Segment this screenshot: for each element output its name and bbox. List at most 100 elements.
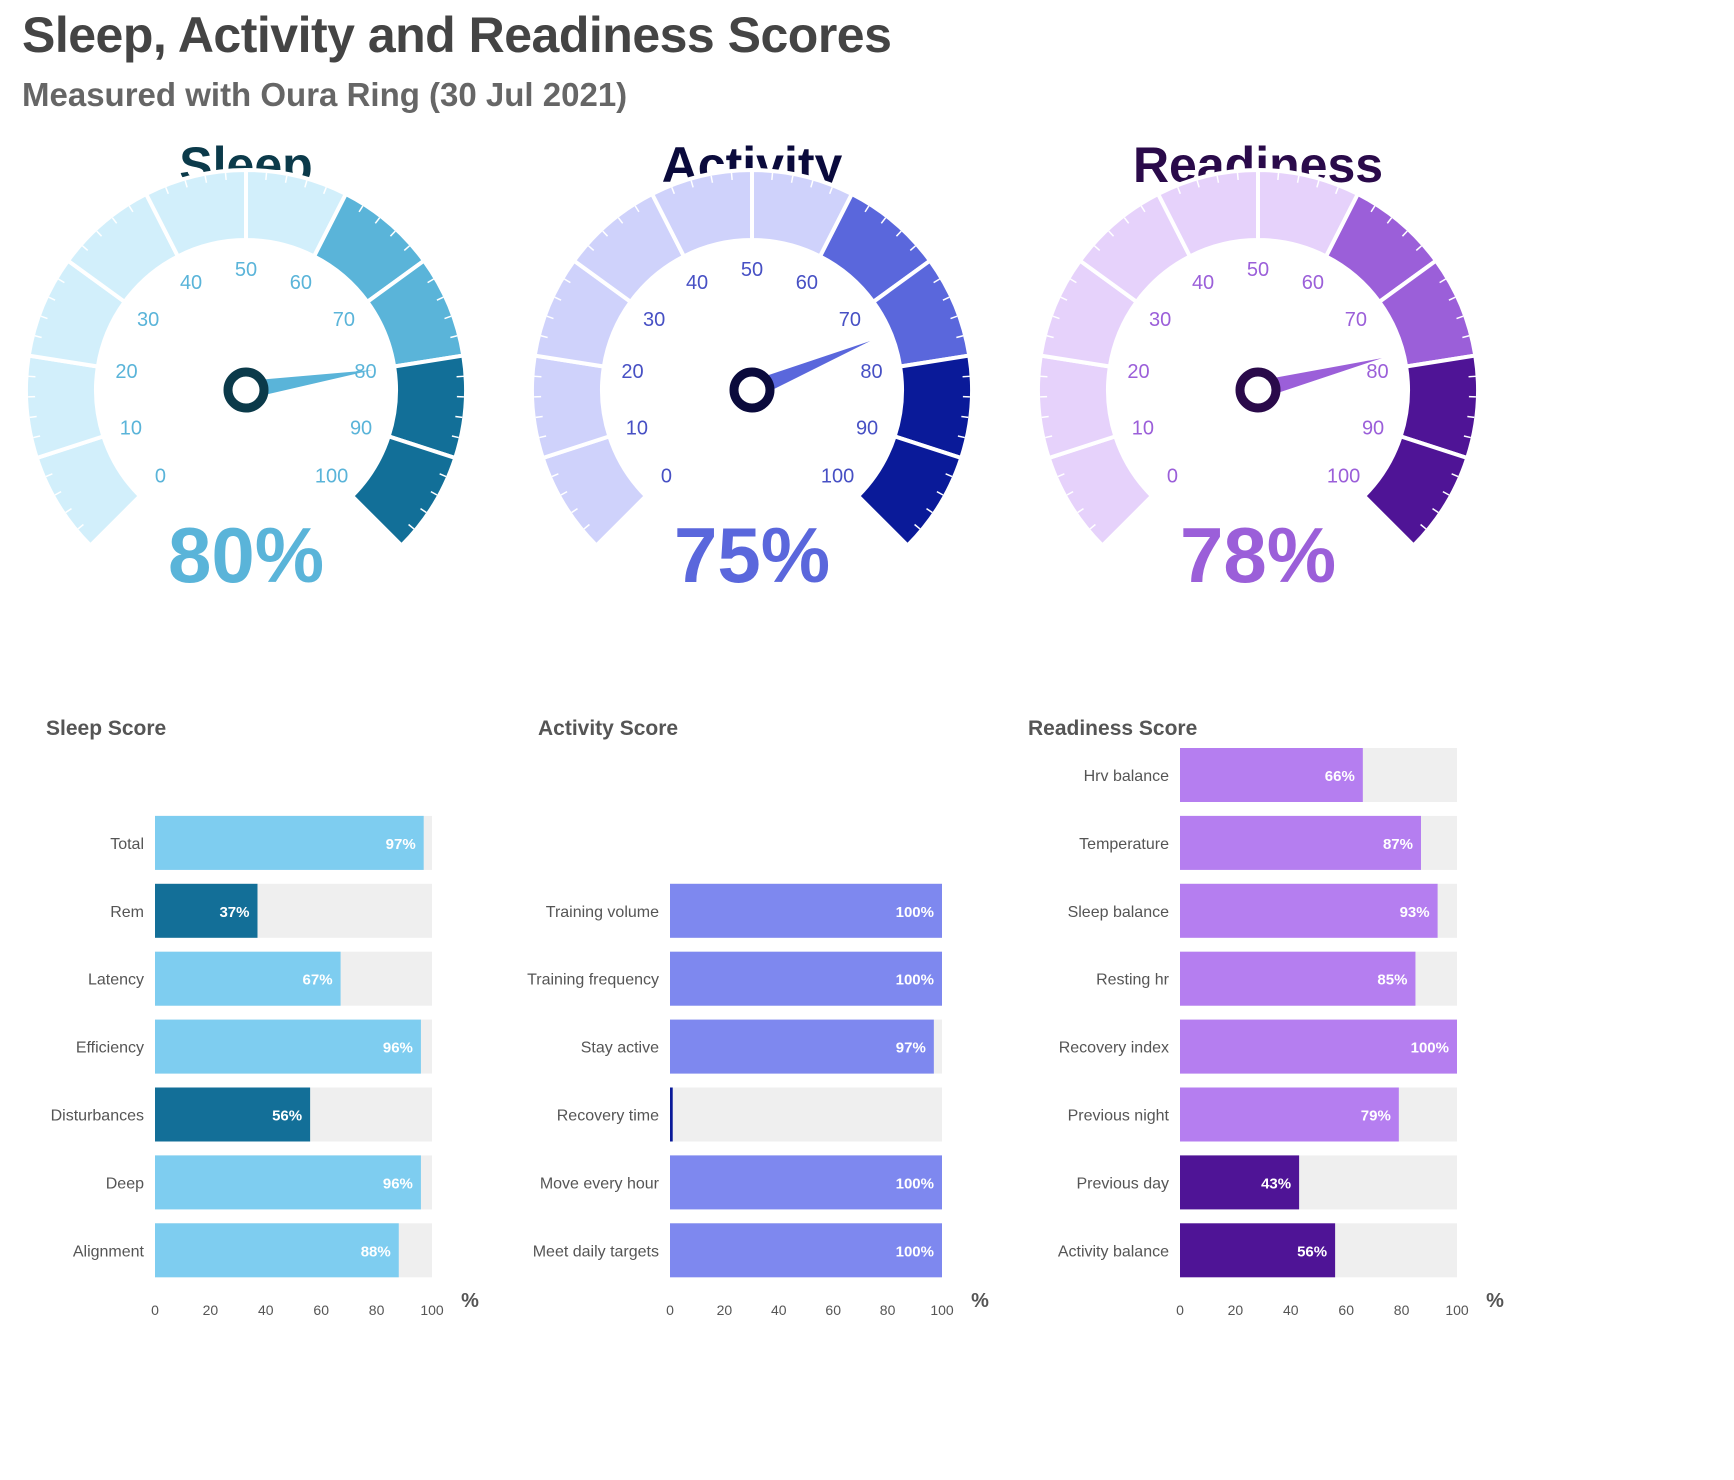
- category-label-efficiency: Efficiency: [76, 1040, 144, 1057]
- gauge-tick-label: 100: [315, 466, 348, 488]
- value-label-alignment: 88%: [361, 1243, 391, 1260]
- category-label-recovery-index: Recovery index: [1059, 1040, 1169, 1057]
- category-label-rem: Rem: [110, 904, 144, 921]
- gauge-tick-label: 30: [643, 309, 665, 331]
- gauge-tick: [54, 490, 62, 496]
- gauge-tick: [1432, 507, 1439, 514]
- gauge-tick: [1462, 335, 1470, 339]
- gauge-tick-label: 0: [1167, 466, 1178, 488]
- gauge-tick-label: 70: [1345, 309, 1367, 331]
- gauge-tick: [1456, 315, 1464, 320]
- gauge-tick: [596, 534, 608, 546]
- value-label-hrv-balance: 66%: [1325, 768, 1355, 785]
- gauge-tick: [455, 415, 463, 419]
- gauge-tick-label: 40: [1192, 272, 1214, 294]
- gauge-tick: [1423, 260, 1436, 271]
- category-label-previous-day: Previous day: [1077, 1175, 1170, 1192]
- gauge-tick: [204, 175, 208, 183]
- gauge-tick-label: 50: [741, 259, 763, 281]
- gauge-tick: [1108, 230, 1115, 237]
- gauge-tick: [145, 195, 154, 208]
- gauge-tick-label: 80: [1366, 361, 1388, 383]
- gauge-tick: [942, 296, 950, 301]
- gauge-tick: [1041, 415, 1049, 419]
- gauge-tick-label: 70: [839, 309, 861, 331]
- gauge-tick: [1069, 278, 1077, 284]
- gauge-tick: [338, 195, 347, 208]
- gauge-tick: [408, 523, 415, 530]
- chart-title: Readiness Score: [1028, 717, 1197, 740]
- gauge-tick: [304, 180, 308, 188]
- x-tick-label: 80: [369, 1302, 385, 1318]
- gauge-tick: [224, 172, 227, 181]
- gauge-tick: [374, 217, 381, 224]
- gauge-tick: [1386, 217, 1393, 224]
- gauge-tick: [284, 175, 288, 183]
- category-label-alignment: Alignment: [73, 1243, 145, 1260]
- gauge-tick: [29, 415, 37, 419]
- gauge-value: 78%: [1180, 511, 1336, 599]
- gauge-tick: [165, 187, 170, 195]
- gauge-tick: [936, 490, 944, 496]
- gauge-needle: [1255, 358, 1382, 399]
- gauge-tick: [439, 473, 447, 478]
- gauge-tick: [546, 315, 554, 320]
- gauge-tick: [810, 180, 814, 188]
- gauge-tick: [1467, 415, 1475, 419]
- gauge-tick: [1402, 534, 1414, 546]
- bar-recovery-index: [1180, 1019, 1457, 1074]
- gauge-tick: [1066, 490, 1074, 496]
- bar-alignment: [155, 1223, 399, 1278]
- x-tick-label: 40: [771, 1302, 787, 1318]
- gauge-tick: [1093, 245, 1101, 252]
- gauge-tick: [48, 296, 56, 301]
- gauge-tick: [1196, 180, 1200, 188]
- gauge-tick: [30, 354, 43, 360]
- value-label-efficiency: 96%: [383, 1040, 413, 1057]
- gauge-tick: [1102, 534, 1114, 546]
- gauge-tick: [420, 507, 427, 514]
- gauge-tick: [444, 315, 452, 320]
- x-tick-label: 40: [1283, 1302, 1299, 1318]
- gauge-tick-label: 30: [137, 309, 159, 331]
- gauge-tick-label: 0: [661, 466, 672, 488]
- bar-total: [155, 815, 424, 870]
- gauge-tick: [1045, 435, 1053, 439]
- gauge-tick-label: 90: [856, 417, 878, 439]
- gauge-tick-label: 10: [1132, 417, 1154, 439]
- gauge-tick: [1350, 195, 1359, 208]
- gauge-tick: [1046, 335, 1054, 339]
- value-label-temperature: 87%: [1383, 836, 1413, 853]
- gauge-tick: [955, 354, 968, 360]
- gauge-tick: [790, 175, 794, 183]
- gauge-tick: [539, 435, 547, 439]
- x-tick-label: 20: [203, 1302, 219, 1318]
- gauge-tick: [1370, 205, 1376, 213]
- x-tick-label: 40: [258, 1302, 274, 1318]
- gauge-tick-label: 90: [1362, 417, 1384, 439]
- page-title: Sleep, Activity and Readiness Scores: [22, 7, 892, 63]
- gauge-tick: [617, 217, 624, 224]
- gauge-tick: [1077, 507, 1084, 514]
- gauge-tick-label: 40: [180, 272, 202, 294]
- gauge-tick: [427, 278, 435, 284]
- gauge-tick: [1042, 354, 1055, 360]
- gauge-tick-label: 80: [354, 361, 376, 383]
- sleep-score-chart: Sleep Score Total 97% Rem 37% Latency 67% Effic…: [46, 717, 479, 1318]
- x-tick-label: 80: [1394, 1302, 1410, 1318]
- value-label-sleep-balance: 93%: [1400, 904, 1430, 921]
- gauge-hub: [223, 367, 269, 413]
- gauge-tick-label: 40: [686, 272, 708, 294]
- gauge-tick: [1236, 172, 1239, 181]
- x-tick-label: 100: [930, 1302, 954, 1318]
- gauge-tick-label: 30: [1149, 309, 1171, 331]
- gauge-tick: [1453, 452, 1466, 459]
- gauge-tick: [880, 217, 887, 224]
- gauge-tick: [651, 195, 660, 208]
- gauge-tick: [540, 335, 548, 339]
- bar-sleep-balance: [1180, 883, 1438, 938]
- gauge-tick: [634, 205, 640, 213]
- gauge-tick: [671, 187, 676, 195]
- gauge-tick: [77, 523, 84, 530]
